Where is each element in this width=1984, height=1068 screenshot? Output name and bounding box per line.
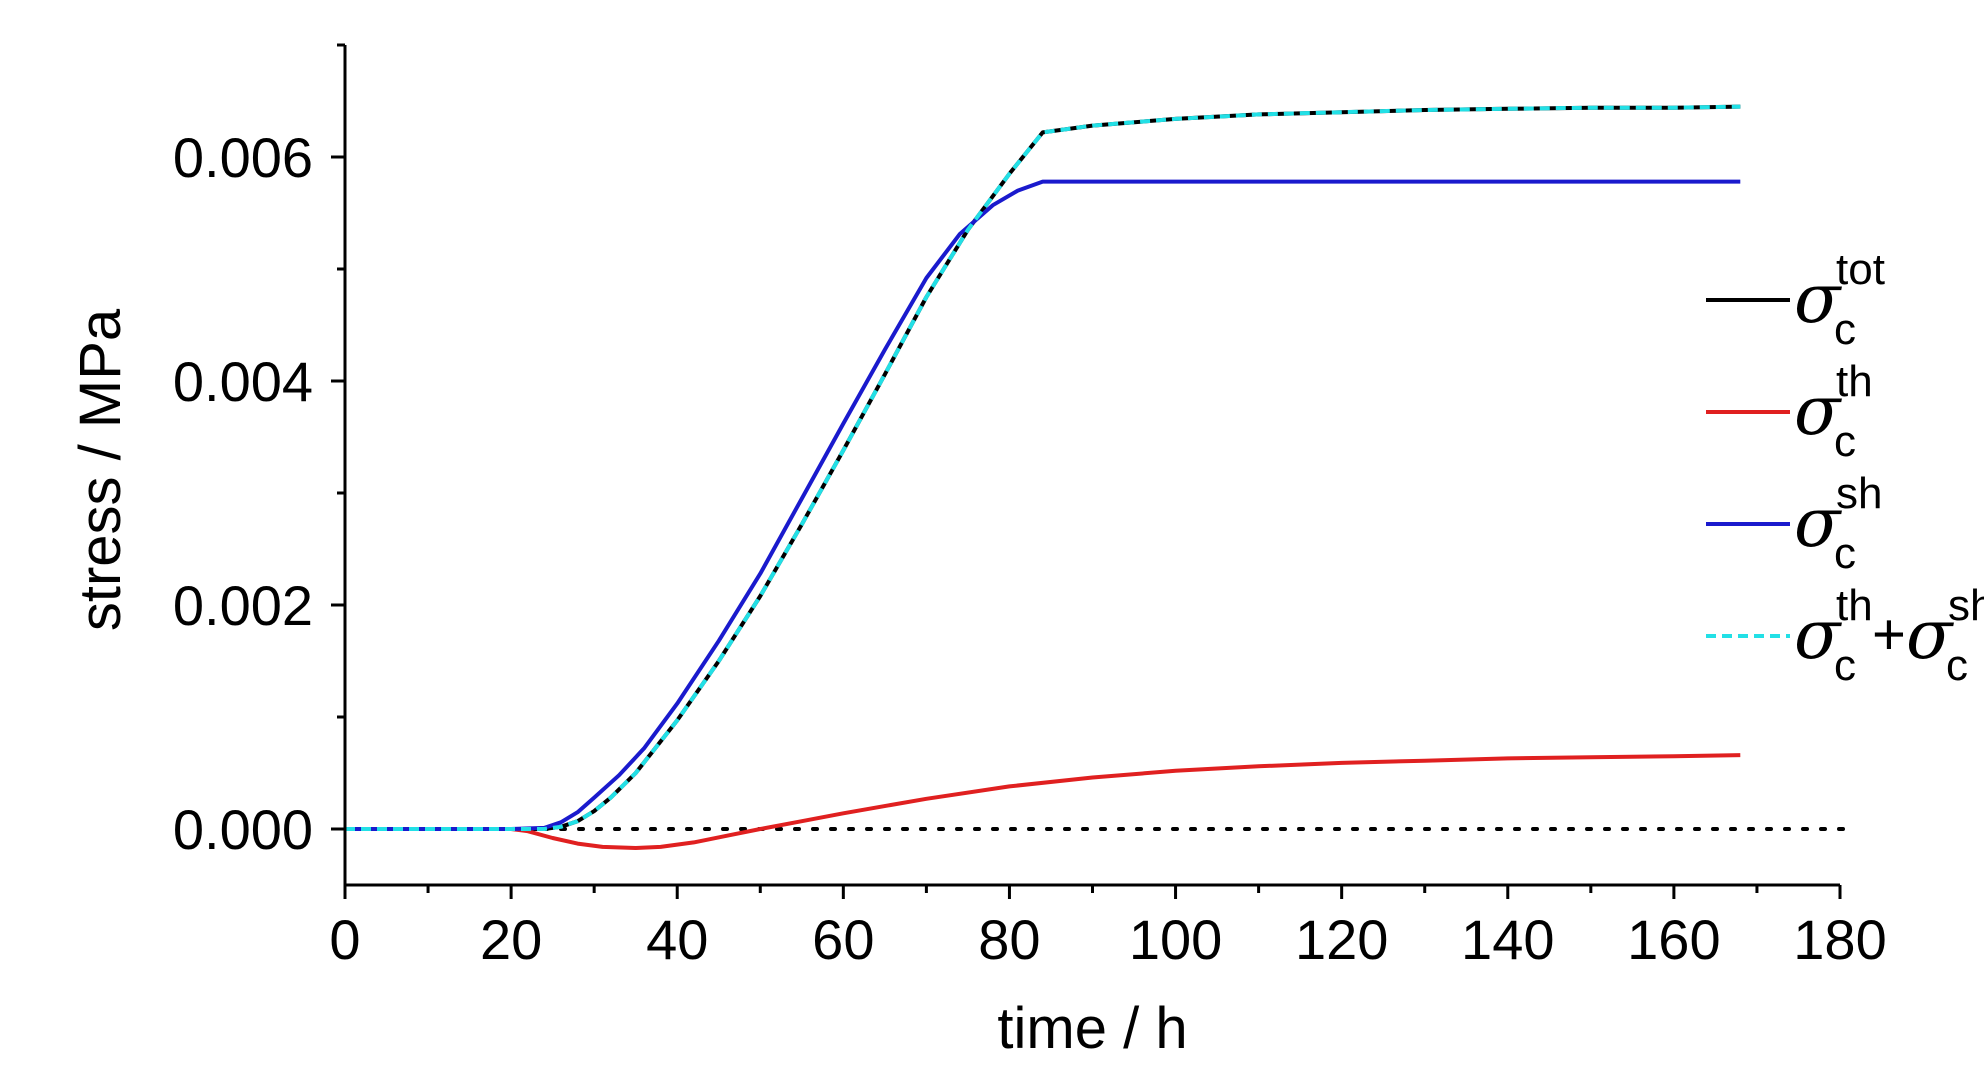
legend-superscript: sh <box>1836 469 1882 518</box>
series-line-th_plus_sh <box>345 104 1741 831</box>
x-tick-label: 120 <box>1295 908 1388 971</box>
legend-plus: + <box>1872 602 1906 667</box>
y-tick-label: 0.000 <box>173 798 313 861</box>
legend-symbol: σ <box>1794 484 1842 563</box>
x-tick-label: 140 <box>1461 908 1554 971</box>
x-axis-title: time / h <box>997 996 1187 1061</box>
y-tick-label: 0.002 <box>173 574 313 637</box>
legend-superscript: th <box>1836 581 1873 630</box>
legend-subscript: c <box>1834 641 1856 690</box>
legend-subscript: c <box>1946 641 1968 690</box>
tick-labels: 0 20 40 60 80 100 120 140 160 180 0.000 0.002 0.004 0… <box>173 126 1887 971</box>
legend-superscript: tot <box>1836 245 1885 294</box>
legend-subscript: c <box>1834 305 1856 354</box>
series-line-th <box>345 753 1741 850</box>
legend-item-th: σth c <box>1706 357 1873 466</box>
x-tick-label: 100 <box>1129 908 1222 971</box>
legend-subscript: c <box>1834 529 1856 578</box>
x-tick-label: 20 <box>480 908 542 971</box>
x-tick-label: 60 <box>812 908 874 971</box>
legend-symbol: σ <box>1794 260 1842 339</box>
legend-superscript: th <box>1836 357 1873 406</box>
legend-item-sh: σsh c <box>1706 469 1882 578</box>
legend-symbol: σ <box>1906 596 1954 675</box>
legend-subscript: c <box>1834 417 1856 466</box>
series-line-sh <box>345 179 1741 831</box>
y-axis-title: stress / MPa <box>68 308 133 631</box>
y-tick-label: 0.004 <box>173 350 313 413</box>
legend-symbol: σ <box>1794 596 1842 675</box>
legend-superscript: sh <box>1948 581 1984 630</box>
x-tick-label: 160 <box>1627 908 1720 971</box>
series-line-tot <box>345 104 1741 831</box>
x-tick-label: 0 <box>329 908 360 971</box>
legend-symbol: σ <box>1794 372 1842 451</box>
x-tick-label: 80 <box>978 908 1040 971</box>
axes <box>331 43 1842 899</box>
series-lines <box>345 104 1741 850</box>
x-tick-label: 40 <box>646 908 708 971</box>
x-tick-label: 180 <box>1793 908 1886 971</box>
y-tick-label: 0.006 <box>173 126 313 189</box>
